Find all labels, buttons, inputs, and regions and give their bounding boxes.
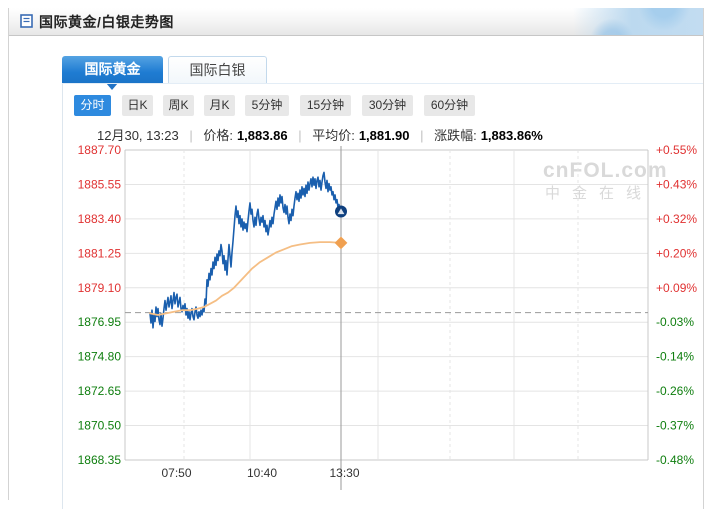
average-label: 平均价: xyxy=(312,128,355,143)
y-axis-percent-label: +0.20% xyxy=(656,246,697,260)
y-axis-price-label: 1870.50 xyxy=(78,419,122,433)
period-button-15min[interactable]: 15分钟 xyxy=(300,95,351,116)
watermark-logo: cnFOL.com xyxy=(543,159,668,182)
panel-right-border xyxy=(703,8,704,509)
window-header xyxy=(9,8,703,36)
change-label: 涨跌幅: xyxy=(434,128,477,143)
y-axis-price-label: 1868.35 xyxy=(78,453,122,467)
y-axis-percent-label: +0.32% xyxy=(656,212,697,226)
change-value: 1,883.86% xyxy=(480,128,543,143)
price-value: 1,883.86 xyxy=(236,128,288,143)
quote-info-bar: 12月30, 13:23 | 价格: 1,883.86 | 平均价: 1,881.9… xyxy=(97,125,543,144)
period-button-weekly[interactable]: 周K xyxy=(163,95,194,116)
panel-top-divider xyxy=(62,83,703,84)
y-axis-price-label: 1872.65 xyxy=(78,384,122,398)
y-axis-price-label: 1876.95 xyxy=(78,315,122,329)
y-axis-percent-label: -0.14% xyxy=(656,350,694,364)
y-axis-percent-label: -0.26% xyxy=(656,384,694,398)
average-line xyxy=(149,241,342,316)
page-title: 国际黄金/白银走势图 xyxy=(39,14,174,30)
y-axis-price-label: 1885.55 xyxy=(78,177,122,191)
period-button-60min[interactable]: 60分钟 xyxy=(424,95,475,116)
document-icon xyxy=(20,14,33,28)
header-decoration xyxy=(573,8,703,35)
y-axis-percent-label: +0.43% xyxy=(656,177,697,191)
separator: | xyxy=(298,128,302,143)
period-button-timeline[interactable]: 分时 xyxy=(74,95,111,116)
y-axis-percent-label: +0.55% xyxy=(656,143,697,157)
quote-datetime: 12月30, 13:23 xyxy=(97,128,179,143)
y-axis-percent-label: -0.48% xyxy=(656,453,694,467)
x-axis-label: 13:30 xyxy=(329,466,359,480)
price-label: 价格: xyxy=(203,128,233,143)
x-axis-label: 10:40 xyxy=(247,466,277,480)
tab-international-silver[interactable]: 国际白银 xyxy=(168,56,267,83)
average-end-marker xyxy=(334,236,348,250)
period-button-daily[interactable]: 日K xyxy=(122,95,153,116)
separator: | xyxy=(420,128,424,143)
watermark-text: 中金在线 xyxy=(545,185,653,202)
period-button-30min[interactable]: 30分钟 xyxy=(362,95,413,116)
tab-international-gold[interactable]: 国际黄金 xyxy=(62,56,163,83)
y-axis-percent-label: -0.03% xyxy=(656,315,694,329)
price-marker-triangle xyxy=(337,208,345,215)
y-axis-price-label: 1887.70 xyxy=(78,143,122,157)
x-axis-label: 07:50 xyxy=(161,466,191,480)
y-axis-percent-label: -0.37% xyxy=(656,419,694,433)
y-axis-price-label: 1883.40 xyxy=(78,212,122,226)
active-tab-notch xyxy=(106,83,118,96)
panel-left-divider xyxy=(62,84,63,509)
period-button-5min[interactable]: 5分钟 xyxy=(245,95,289,116)
y-axis-price-label: 1881.25 xyxy=(78,246,122,260)
y-axis-percent-label: +0.09% xyxy=(656,281,697,295)
period-button-monthly[interactable]: 月K xyxy=(204,95,235,116)
separator: | xyxy=(189,128,193,143)
price-line xyxy=(149,171,342,329)
average-value: 1,881.90 xyxy=(358,128,410,143)
panel-left-border xyxy=(8,8,9,500)
y-axis-price-label: 1879.10 xyxy=(78,281,122,295)
y-axis-price-label: 1874.80 xyxy=(78,350,122,364)
